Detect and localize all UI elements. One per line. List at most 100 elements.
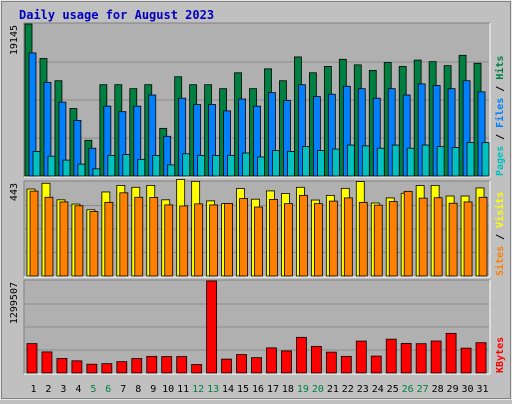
bar-kbytes-day-17	[266, 347, 277, 374]
bar-pages-day-28	[436, 146, 445, 177]
bar-sites-day-9	[149, 197, 159, 277]
x-label-day-19: 19	[297, 384, 309, 395]
bar-sites-day-5	[89, 211, 99, 277]
bar-pages-day-19	[302, 146, 310, 177]
bar-files-day-11	[178, 97, 187, 177]
x-label-day-12: 12	[192, 384, 204, 395]
bar-kbytes-day-3	[56, 358, 68, 374]
x-label-day-13: 13	[207, 384, 219, 395]
bar-sites-day-1	[29, 190, 39, 277]
bar-kbytes-day-2	[41, 351, 53, 374]
bar-pages-day-27	[421, 144, 430, 177]
x-label-day-11: 11	[177, 384, 189, 395]
panel-visits-sites: 443 Sites / Visits	[9, 179, 506, 278]
bar-pages-day-6	[107, 154, 116, 177]
bar-files-day-29	[447, 88, 456, 177]
bar-sites-day-12	[194, 203, 204, 277]
bar-files-day-27	[417, 83, 426, 177]
bar-pages-day-7	[122, 154, 131, 177]
bar-sites-day-21	[328, 200, 338, 277]
bar-files-day-24	[372, 97, 381, 177]
bar-pages-day-2	[47, 155, 56, 177]
bar-kbytes-day-13	[206, 280, 218, 374]
series-kbytes	[26, 280, 487, 374]
bar-pages-day-22	[346, 144, 355, 177]
bar-kbytes-day-1	[26, 343, 38, 374]
bar-sites-day-26	[403, 190, 413, 277]
legend-separator: /	[495, 128, 506, 146]
bar-sites-day-19	[299, 194, 308, 277]
bar-sites-day-16	[254, 206, 263, 277]
x-label-day-16: 16	[252, 384, 264, 395]
bar-pages-day-15	[242, 152, 250, 177]
bar-sites-day-6	[104, 201, 114, 277]
bar-sites-day-3	[59, 201, 69, 277]
x-axis-day-labels: 1 2 3 4 5 6 7 8 9 10 11 12 13 14 15 16 17 18 19 20 21 22 23 24 2…	[30, 384, 488, 395]
x-label-day-26: 26	[402, 384, 414, 395]
bar-pages-day-25	[391, 144, 400, 177]
bar-files-day-15	[238, 98, 246, 177]
bar-sites-day-13	[209, 204, 219, 277]
bar-pages-day-10	[167, 164, 176, 177]
bar-sites-day-25	[388, 201, 398, 277]
panel-hits-files-pages: 19145 Pages / Files / Hits	[9, 22, 506, 178]
bar-sites-day-7	[119, 192, 129, 277]
bar-files-day-13	[208, 104, 217, 177]
bar-files-day-19	[298, 84, 306, 177]
bar-pages-day-13	[212, 154, 221, 177]
legend-pages: Pages	[495, 146, 506, 176]
bar-sites-day-2	[44, 196, 54, 277]
bar-kbytes-day-7	[116, 361, 128, 374]
bar-files-day-6	[103, 105, 112, 177]
bar-files-day-9	[148, 94, 157, 177]
bar-files-day-23	[357, 88, 366, 177]
bar-files-day-12	[193, 104, 202, 177]
axis-legend-visits-sites: Sites / Visits	[494, 192, 506, 276]
bar-sites-day-24	[373, 204, 383, 277]
x-label-day-21: 21	[327, 384, 339, 395]
bar-kbytes-day-25	[385, 338, 397, 374]
bar-files-day-4	[73, 120, 82, 177]
x-label-day-15: 15	[237, 384, 249, 395]
bar-files-day-20	[312, 96, 321, 177]
bar-kbytes-day-16	[251, 357, 262, 374]
bar-kbytes-day-23	[355, 340, 367, 374]
bar-kbytes-day-29	[445, 332, 457, 374]
x-label-day-17: 17	[267, 384, 279, 395]
bar-pages-day-30	[466, 142, 475, 177]
x-label-day-24: 24	[372, 384, 384, 395]
legend-separator: /	[495, 228, 506, 246]
bar-pages-day-26	[406, 147, 415, 177]
bar-kbytes-day-9	[146, 355, 158, 374]
bar-pages-day-12	[197, 154, 206, 177]
bar-kbytes-day-14	[221, 358, 232, 374]
x-label-day-1: 1	[30, 384, 36, 395]
bar-files-day-16	[253, 105, 261, 177]
series-sites	[29, 190, 488, 277]
x-label-day-10: 10	[162, 384, 174, 395]
bar-kbytes-day-26	[400, 343, 412, 374]
x-label-day-4: 4	[75, 384, 81, 395]
chart-title: Daily usage for August 2023	[19, 8, 214, 22]
bar-files-day-18	[283, 100, 291, 177]
bar-pages-day-29	[451, 147, 460, 177]
bar-kbytes-day-6	[101, 363, 113, 374]
bar-sites-day-22	[343, 197, 353, 277]
bar-kbytes-day-15	[236, 354, 247, 374]
bar-pages-day-16	[257, 156, 265, 177]
legend-files: Files	[494, 98, 506, 128]
x-label-day-9: 9	[150, 384, 156, 395]
bar-sites-day-30	[463, 201, 473, 277]
bar-kbytes-day-31	[475, 342, 487, 374]
bar-pages-day-23	[361, 145, 370, 177]
legend-hits: Hits	[494, 56, 506, 80]
x-label-day-22: 22	[342, 384, 354, 395]
legend-visits: Visits	[494, 192, 506, 228]
bar-sites-day-29	[448, 202, 458, 277]
bar-kbytes-day-28	[430, 340, 442, 374]
bar-files-day-5	[88, 147, 97, 177]
bar-sites-day-8	[134, 196, 144, 277]
series-files	[28, 52, 486, 177]
x-label-day-5: 5	[90, 384, 96, 395]
